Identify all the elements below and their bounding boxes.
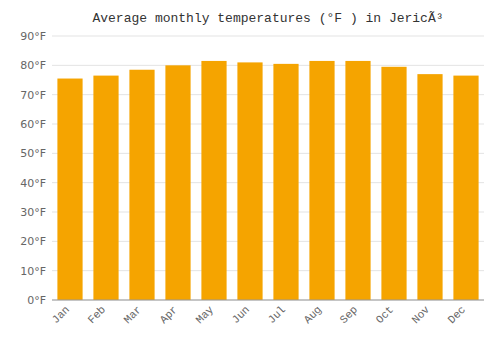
x-tick-label: May: [194, 303, 217, 326]
bar: [309, 61, 334, 300]
y-tick-label: 40°F: [20, 177, 46, 190]
x-tick-label: Mar: [122, 304, 144, 326]
y-tick-label: 30°F: [20, 206, 46, 219]
x-tick-label: Apr: [158, 304, 180, 326]
grid-line: [52, 300, 484, 301]
y-tick-label: 60°F: [20, 118, 46, 131]
x-axis-line: [52, 300, 484, 301]
title: Average monthly temperatures (°F ) in Je…: [92, 11, 443, 26]
chart: 0°F 10°F 20°F 30°F 40°F 50°F 60°F 70°F 80°F 90°F J…: [0, 0, 500, 350]
y-tick-label: 10°F: [20, 265, 46, 278]
bar: [273, 64, 298, 300]
x-tick-labels: Jan Feb Mar Apr May Jun Jul Aug Sep Oct Nov Dec: [50, 303, 468, 326]
x-tick-label: Sep: [338, 304, 360, 326]
grid-line: [52, 36, 484, 37]
bar: [165, 65, 190, 300]
bar: [57, 79, 82, 300]
bar: [201, 61, 226, 300]
y-tick-label: 20°F: [20, 235, 46, 248]
bar: [129, 70, 154, 300]
x-tick-label: Jun: [230, 304, 252, 326]
bar: [381, 67, 406, 300]
bars: [57, 61, 478, 300]
x-tick-label: Oct: [374, 304, 396, 326]
y-tick-labels: 0°F 10°F 20°F 30°F 40°F 50°F 60°F 70°F 80°F 90°F: [20, 30, 46, 307]
bar: [93, 76, 118, 300]
y-tick-label: 0°F: [27, 294, 46, 307]
y-grid: [52, 36, 484, 300]
bar: [345, 61, 370, 300]
x-tick-label: Dec: [446, 304, 468, 326]
y-tick-label: 70°F: [20, 89, 46, 102]
y-tick-label: 50°F: [20, 147, 46, 160]
bar: [453, 76, 478, 300]
x-tick-label: Feb: [86, 304, 108, 326]
bar: [417, 74, 442, 300]
chart-container: 0°F 10°F 20°F 30°F 40°F 50°F 60°F 70°F 80°F 90°F J…: [0, 0, 500, 350]
x-tick-label: Jul: [266, 304, 288, 326]
y-tick-label: 80°F: [20, 59, 46, 72]
x-tick-label: Aug: [302, 304, 324, 326]
grid-line: [52, 65, 484, 66]
y-tick-label: 90°F: [20, 30, 46, 43]
bar: [237, 62, 262, 300]
x-tick-label: Nov: [410, 303, 433, 326]
x-tick-label: Jan: [50, 304, 72, 326]
